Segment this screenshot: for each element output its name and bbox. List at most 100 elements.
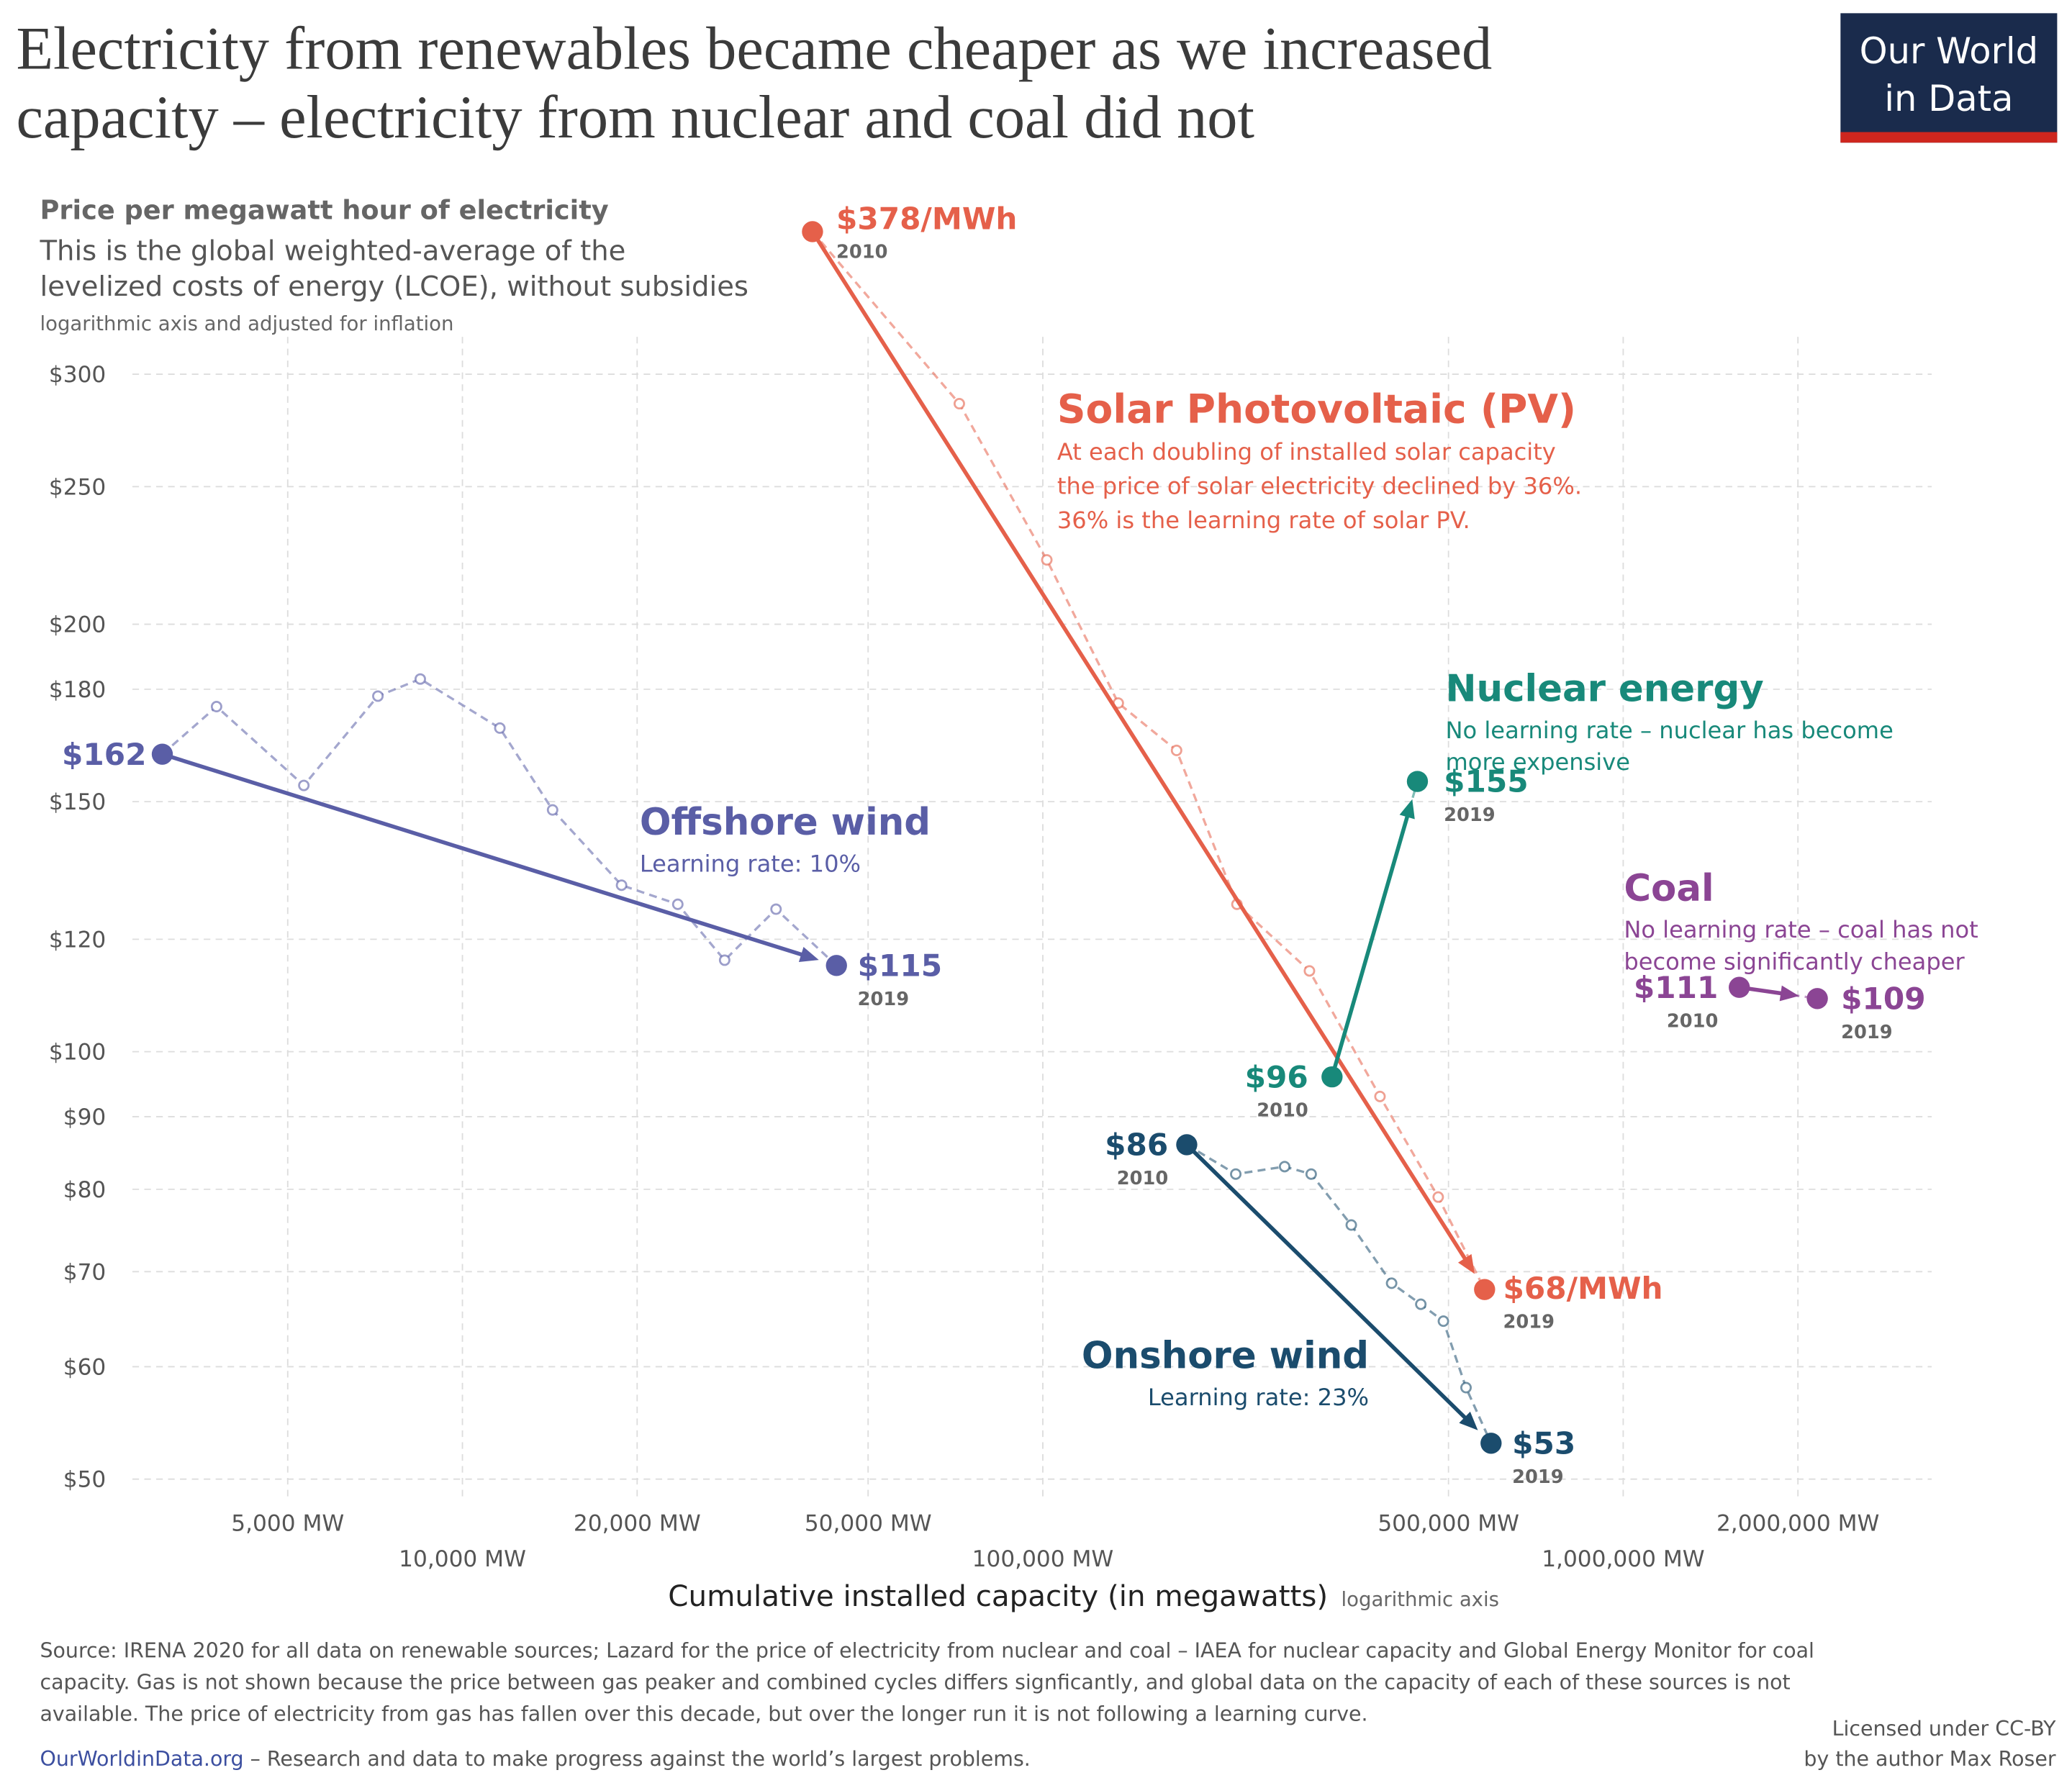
y-tick-label: $150 (49, 789, 106, 815)
y-tick-label: $50 (63, 1467, 107, 1493)
year-point (671, 898, 684, 910)
x-tick-label: 10,000 MW (399, 1546, 526, 1572)
y-tick-label: $100 (49, 1040, 106, 1066)
year-point (494, 722, 506, 734)
yearly-line (1186, 1143, 1493, 1444)
source: capacity. Gas is not shown because the p… (40, 1671, 1790, 1694)
year-point (414, 673, 426, 685)
series-name: Solar Photovoltaic (PV) (1057, 386, 1576, 432)
year-label: 2010 (1257, 1100, 1308, 1122)
license: Licensed under CC-BY (1832, 1717, 2057, 1741)
logo (1840, 13, 2058, 143)
value-label: $96 (1245, 1059, 1308, 1094)
year-point (1303, 965, 1316, 977)
year-label: 2010 (836, 242, 887, 263)
arrowhead (1779, 985, 1799, 1002)
license: by the author Max Roser (1804, 1747, 2055, 1771)
series-note: Learning rate: 23% (1148, 1384, 1369, 1411)
series-note: become significantly cheaper (1624, 948, 1965, 975)
value-label: $111 (1634, 970, 1718, 1005)
year-point (1437, 1315, 1449, 1328)
x-tick-label: 5,000 MW (231, 1510, 344, 1536)
logo-text: in Data (1884, 78, 2013, 119)
end-point (802, 221, 823, 242)
year-point (546, 804, 558, 816)
description: This is the global weighted-average of t… (39, 235, 625, 268)
end-point (1176, 1134, 1198, 1156)
end-point (1729, 976, 1750, 998)
end-point (1806, 988, 1828, 1010)
footer-line: OurWorldinData.org – Research and data t… (40, 1747, 1030, 1771)
year-point (1432, 1191, 1444, 1203)
series-note: the price of solar electricity declined … (1057, 472, 1582, 499)
logo-bar (1840, 132, 2058, 143)
series-note: more expensive (1446, 748, 1630, 776)
year-point (770, 903, 782, 915)
trend-line (1330, 809, 1411, 1078)
year-point (1230, 1168, 1242, 1180)
year-point (298, 779, 310, 791)
series-note: At each doubling of installed solar capa… (1057, 438, 1556, 466)
end-point (1474, 1279, 1496, 1300)
year-point (1305, 1168, 1317, 1180)
note: logarithmic axis and adjusted for inflat… (40, 312, 453, 335)
end-point (825, 955, 847, 976)
year-label: 2019 (1841, 1022, 1893, 1043)
y-tick-label: $90 (63, 1104, 107, 1130)
y-tick-label: $60 (63, 1354, 107, 1380)
series-note: Learning rate: 10% (640, 850, 861, 877)
trend-line (1185, 1143, 1472, 1425)
x-tick-label: 500,000 MW (1377, 1510, 1519, 1536)
year-point (210, 701, 222, 712)
x-tick-label: 20,000 MW (574, 1510, 701, 1536)
x-tick-label: 1,000,000 MW (1542, 1546, 1704, 1572)
end-point (1321, 1066, 1343, 1088)
arrowhead (1459, 1411, 1478, 1430)
series-name: Coal (1624, 867, 1714, 910)
year-label: 2010 (1667, 1010, 1719, 1032)
year-label: 2019 (1444, 804, 1495, 826)
end-point (1406, 771, 1429, 792)
arrowhead (1399, 799, 1415, 820)
series-note: No learning rate – nuclear has become (1446, 717, 1894, 744)
year-point (1415, 1298, 1427, 1310)
series-name: Offshore wind (640, 801, 931, 844)
value-label: $162 (62, 737, 146, 772)
end-point (151, 743, 173, 765)
arrowhead (798, 946, 819, 962)
x-tick-label: 2,000,000 MW (1716, 1510, 1879, 1536)
subtitle: Price per megawatt hour of electricity (40, 195, 608, 226)
year-point (1170, 744, 1182, 756)
title-line: capacity – electricity from nuclear and … (16, 84, 1254, 151)
y-tick-label: $200 (49, 612, 106, 638)
year-label: 2019 (858, 989, 910, 1010)
year-label: 2019 (1512, 1466, 1564, 1488)
x-label-note: logarithmic axis (1342, 1588, 1499, 1611)
description: levelized costs of energy (LCOE), withou… (40, 271, 748, 303)
x-tick-label: 100,000 MW (972, 1546, 1114, 1572)
y-tick-label: $300 (49, 362, 106, 388)
series-name: Nuclear energy (1446, 668, 1764, 711)
year-point (1374, 1090, 1386, 1102)
year-point (1385, 1277, 1398, 1289)
year-label: 2019 (1503, 1311, 1555, 1333)
value-label: $109 (1841, 981, 1925, 1016)
logo-text: Our World (1860, 30, 2039, 72)
y-tick-label: $120 (49, 927, 106, 953)
x-label: Cumulative installed capacity (in megawa… (668, 1579, 1328, 1613)
value-label: $115 (858, 948, 942, 984)
year-point (1345, 1219, 1357, 1231)
value-label: $378/MWh (836, 201, 1017, 236)
site[interactable]: OurWorldinData.org (40, 1747, 243, 1771)
value-label: $155 (1444, 764, 1528, 799)
year-point (718, 954, 730, 966)
trend-line (161, 752, 810, 959)
year-point (615, 879, 628, 892)
year-label: 2010 (1117, 1168, 1169, 1189)
y-tick-label: $80 (63, 1177, 107, 1203)
arrowhead (1457, 1253, 1475, 1274)
year-point (1278, 1161, 1290, 1173)
value-label: $86 (1105, 1128, 1168, 1163)
value-label: $68/MWh (1503, 1271, 1663, 1306)
